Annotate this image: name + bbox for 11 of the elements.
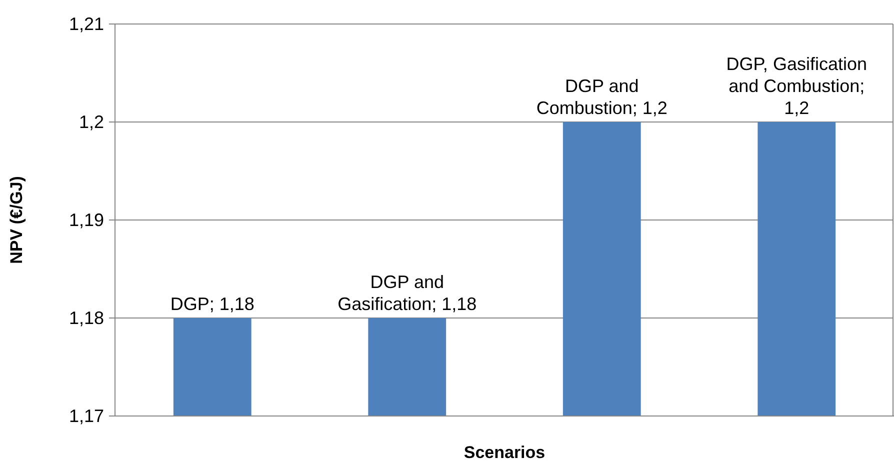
data-label: DGP and Combustion; 1,2 [536, 76, 668, 118]
y-tick-label: 1,2 [78, 112, 104, 132]
data-label: DGP, Gasification and Combustion; 1,2 [726, 54, 867, 118]
y-tick-label: 1,17 [68, 406, 104, 426]
y-tick-label: 1,19 [68, 210, 104, 230]
y-tick-label: 1,21 [68, 14, 104, 34]
data-label: DGP and Gasification; 1,18 [338, 272, 477, 314]
y-tick-label: 1,18 [68, 308, 104, 328]
x-axis-title: Scenarios [464, 443, 546, 462]
data-label: DGP; 1,18 [170, 294, 254, 314]
y-axis-title: NPV (€/GJ) [7, 176, 26, 264]
